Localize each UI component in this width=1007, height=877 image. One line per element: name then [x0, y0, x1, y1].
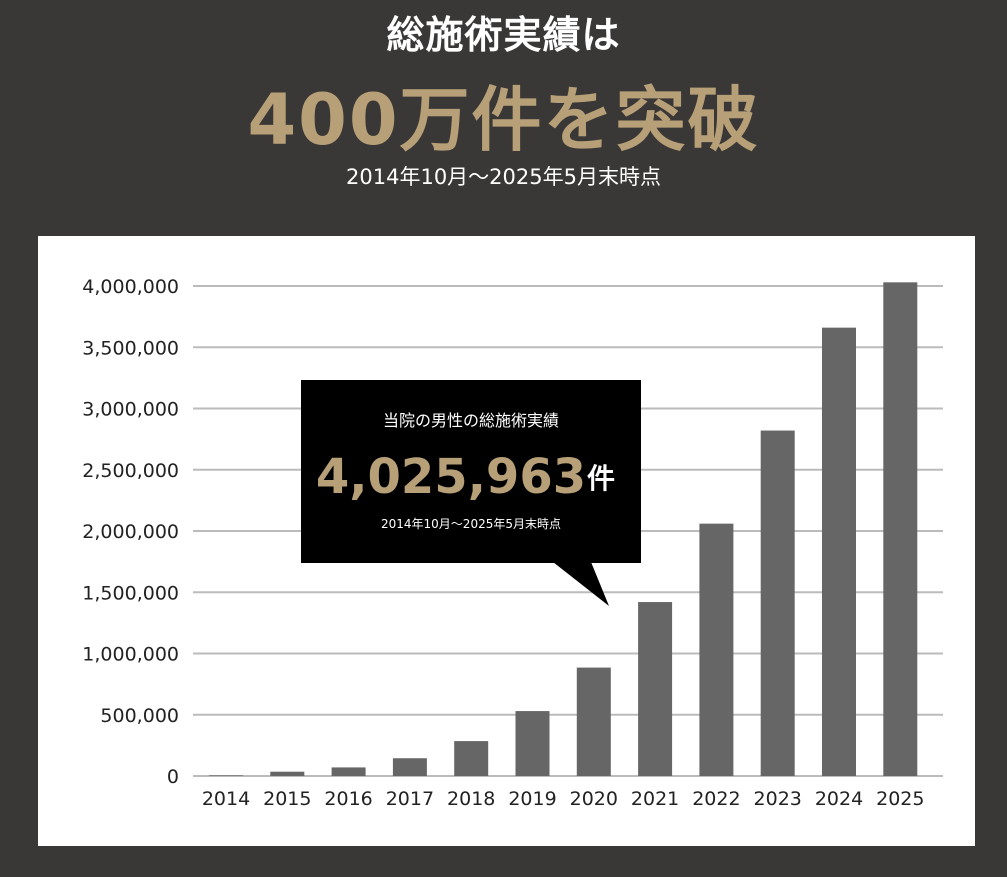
bar-2024 — [822, 327, 856, 776]
x-tick-label: 2016 — [324, 788, 372, 810]
y-tick-label: 3,500,000 — [82, 337, 179, 359]
y-tick-label: 0 — [167, 766, 179, 788]
bar-2017 — [392, 758, 427, 776]
y-tick-label: 1,000,000 — [82, 644, 179, 666]
x-axis-labels: 2014 2015 2016 2017 2018 2019 2020 2021 2022 2023… — [202, 788, 925, 810]
headline-big: 400万件を突破 — [247, 79, 760, 161]
x-tick-label: 2023 — [754, 788, 802, 810]
bar-2016 — [331, 767, 366, 776]
headline-subtitle: 2014年10月〜2025年5月末時点 — [346, 165, 661, 189]
y-tick-label: 3,000,000 — [82, 399, 179, 421]
x-tick-label: 2020 — [570, 788, 618, 810]
callout-title: 当院の男性の総施術実績 — [383, 411, 559, 430]
headline: 総施術実績は — [386, 13, 621, 57]
bar-2020 — [576, 667, 611, 776]
callout-box — [301, 380, 641, 563]
x-tick-label: 2022 — [692, 788, 740, 810]
bar-2023 — [760, 430, 795, 776]
x-tick-label: 2015 — [263, 788, 311, 810]
y-tick-label: 4,000,000 — [82, 276, 179, 298]
bar-2019 — [515, 711, 550, 776]
bar-2018 — [454, 741, 489, 776]
x-tick-label: 2025 — [876, 788, 924, 810]
bar-2021 — [638, 602, 673, 776]
callout-pointer — [553, 562, 609, 606]
bars — [209, 282, 918, 776]
bar-2014 — [209, 775, 243, 776]
callout-note: 2014年10月〜2025年5月末時点 — [381, 517, 561, 531]
x-tick-label: 2017 — [386, 788, 434, 810]
bar-2025 — [883, 282, 918, 776]
y-tick-label: 500,000 — [100, 705, 179, 727]
bar-2015 — [270, 771, 305, 776]
y-tick-label: 1,500,000 — [82, 582, 179, 604]
y-tick-label: 2,000,000 — [82, 521, 179, 543]
callout-number: 4,025,963 — [316, 449, 586, 505]
y-axis-labels: 0 500,000 1,000,000 1,500,000 2,000,000 2,500… — [82, 276, 179, 788]
chart-panel: 0 500,000 1,000,000 1,500,000 2,000,000 2,500… — [38, 236, 975, 846]
callout-bubble: 当院の男性の総施術実績 4,025,963 件 2014年10月〜2025年5月… — [301, 380, 641, 606]
x-tick-label: 2021 — [631, 788, 679, 810]
x-tick-label: 2024 — [815, 788, 863, 810]
callout-unit: 件 — [587, 462, 615, 495]
y-tick-label: 2,500,000 — [82, 460, 179, 482]
bar-chart: 0 500,000 1,000,000 1,500,000 2,000,000 2,500… — [82, 276, 943, 810]
x-tick-label: 2018 — [447, 788, 495, 810]
bar-2022 — [699, 523, 734, 776]
x-tick-label: 2014 — [202, 788, 250, 810]
x-tick-label: 2019 — [508, 788, 556, 810]
